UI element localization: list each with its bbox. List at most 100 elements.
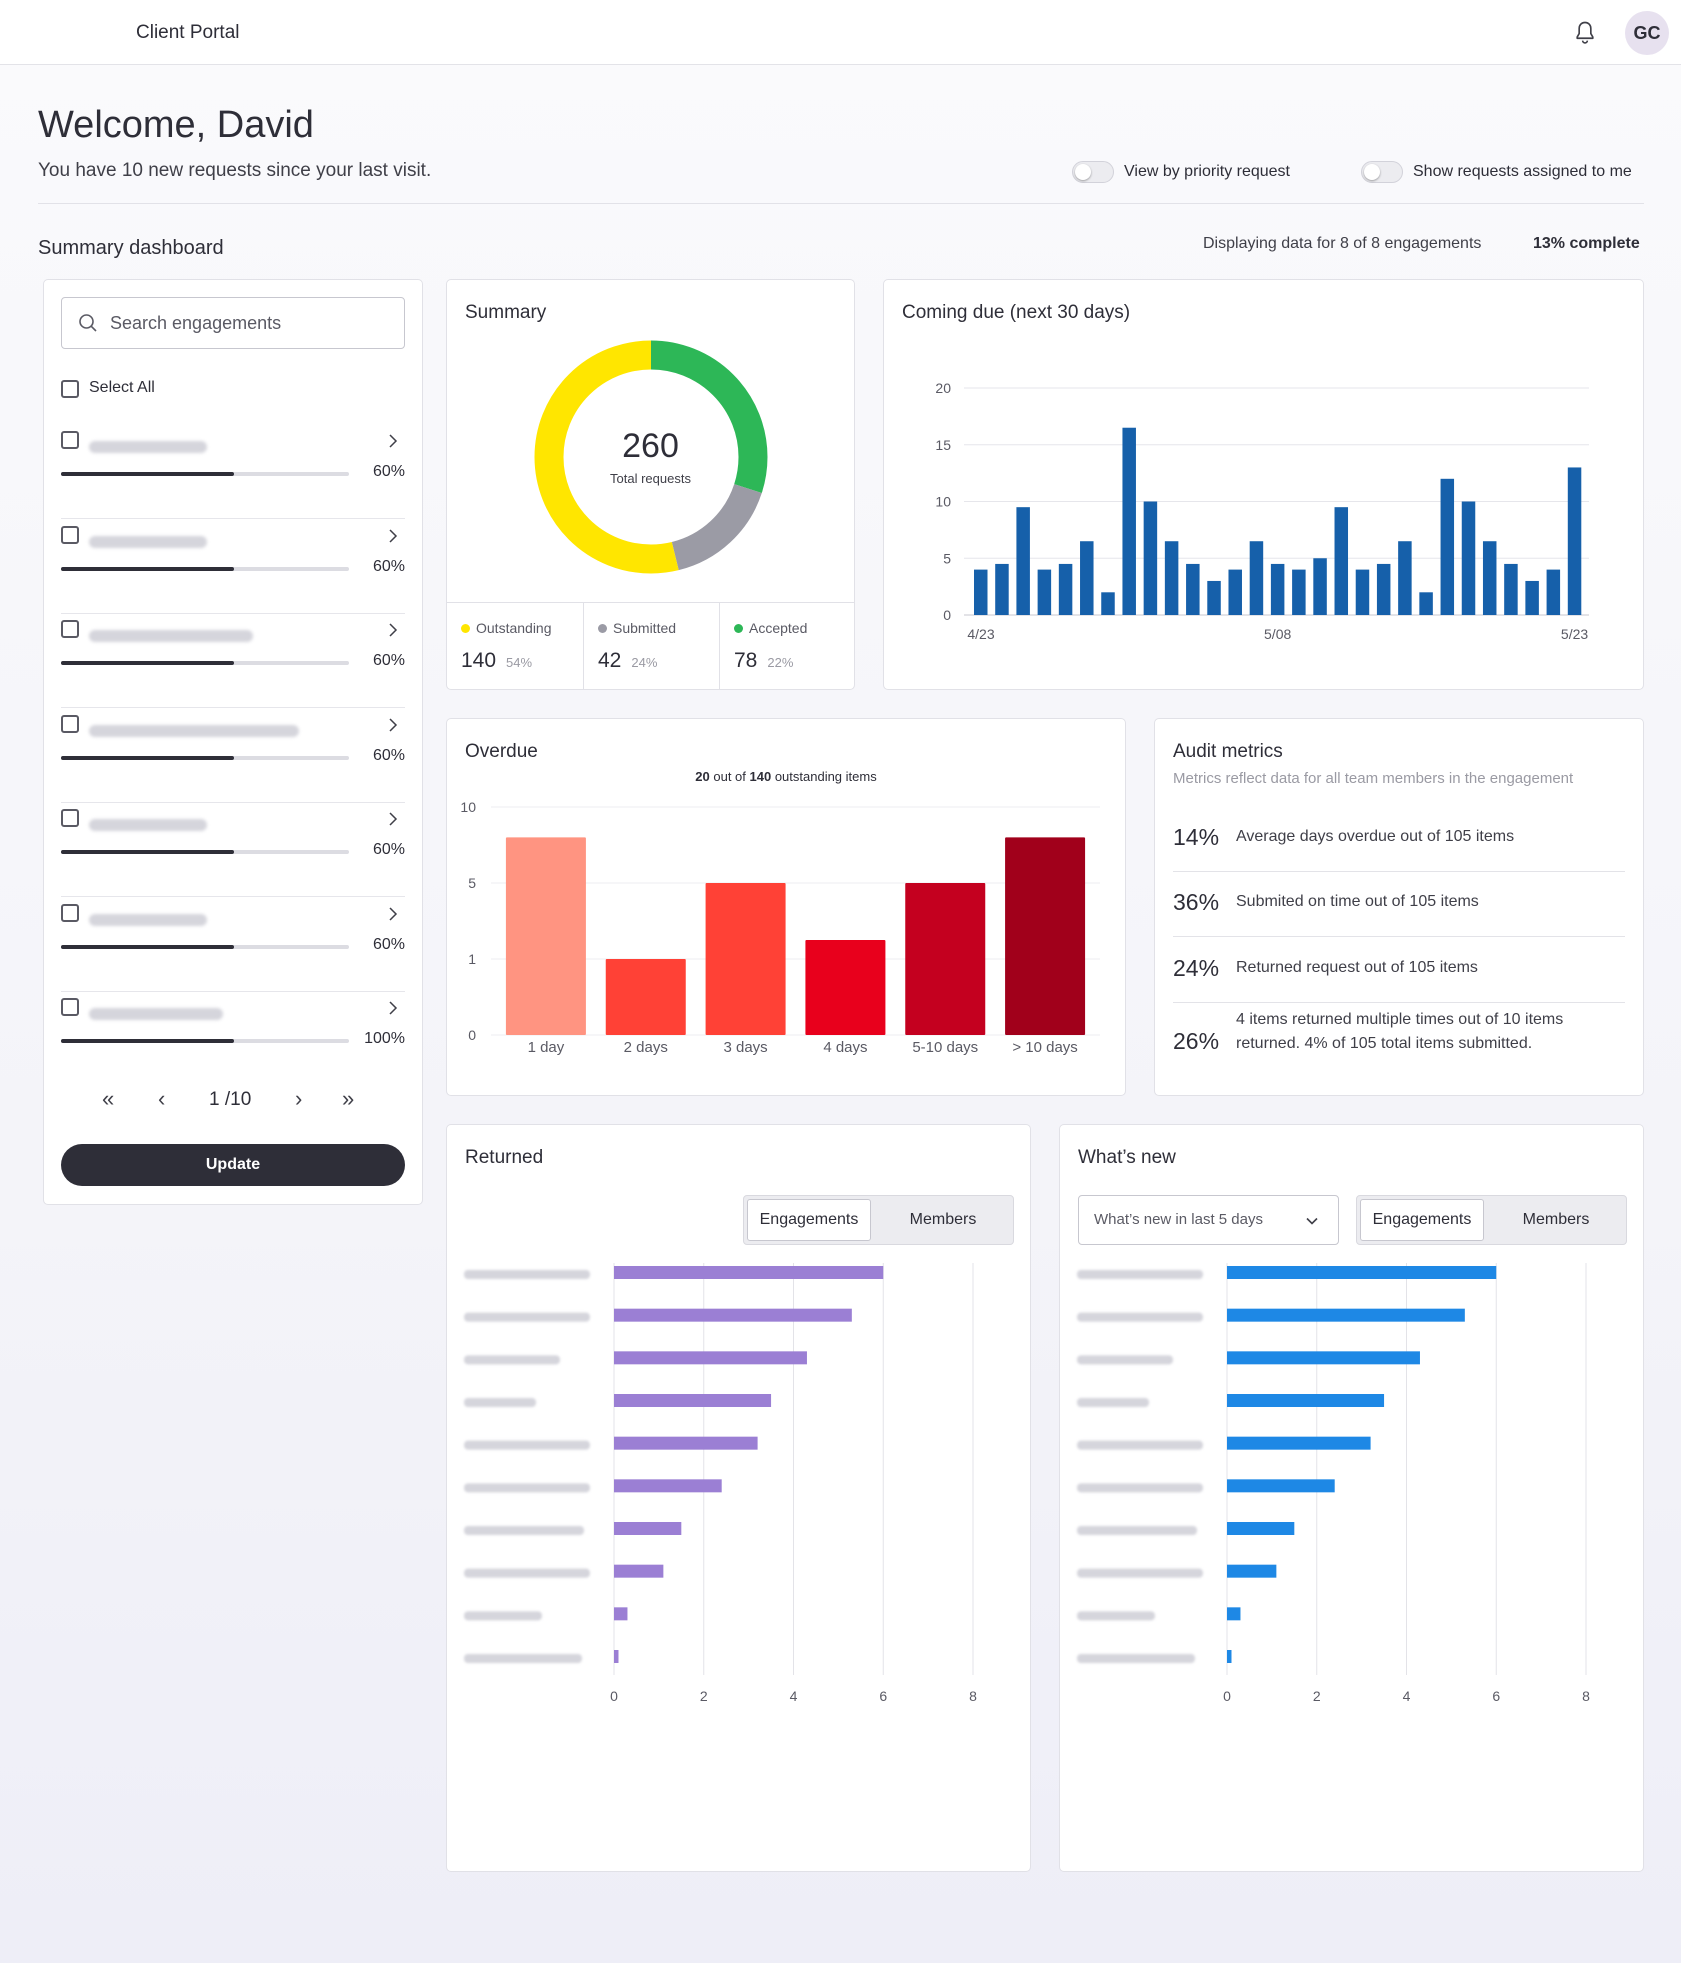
tab-members[interactable]: Members — [909, 1211, 977, 1228]
bell-icon[interactable] — [1571, 19, 1599, 47]
metric-divider — [1173, 936, 1625, 937]
metric-divider — [1173, 871, 1625, 872]
y-tick-label: 5 — [468, 875, 476, 891]
engagement-item[interactable]: 60% — [61, 425, 405, 519]
whats-new-card: What’s new What’s new in last 5 days Eng… — [1059, 1124, 1644, 1872]
update-button[interactable]: Update — [61, 1144, 405, 1186]
chevron-right-icon[interactable] — [383, 998, 403, 1018]
horizontal-bar — [614, 1650, 619, 1663]
engagement-item[interactable]: 60% — [61, 520, 405, 614]
engagement-checkbox[interactable] — [61, 903, 79, 922]
engagement-checkbox[interactable] — [61, 809, 79, 827]
engagement-sidebar — [43, 279, 423, 1205]
x-tick-label: 6 — [1492, 1688, 1500, 1704]
audit-metric-row: 14% Average days overdue out of 105 items — [1173, 812, 1625, 872]
horizontal-bar — [1227, 1308, 1465, 1322]
coming-due-bar — [1313, 558, 1327, 615]
engagement-item[interactable]: 60% — [61, 898, 405, 992]
item-divider — [61, 518, 405, 519]
coming-due-bar — [1567, 467, 1582, 615]
x-tick-label: 4 — [790, 1688, 798, 1704]
progress-percent: 60% — [372, 463, 405, 480]
donut-slice-outstanding — [534, 340, 768, 574]
stat-percent: 24% — [631, 655, 658, 670]
horizontal-bar — [1227, 1650, 1232, 1663]
stat-accepted: Accepted 78 22% — [719, 603, 856, 689]
engagement-checkbox[interactable] — [61, 431, 79, 449]
item-divider — [61, 990, 405, 992]
metric-percent: 26% — [1173, 1028, 1220, 1054]
engagement-item[interactable]: 60% — [61, 803, 405, 897]
returned-tabs: Engagements Members — [743, 1195, 1014, 1245]
progress-fill — [61, 1039, 234, 1043]
engagement-name-redacted — [89, 535, 207, 548]
summary-donut-chart — [534, 340, 768, 574]
select-all-checkbox[interactable] — [61, 380, 79, 398]
search-input[interactable]: Search engagements — [61, 297, 405, 349]
horizontal-bar — [614, 1607, 628, 1621]
pager-next-button[interactable]: › — [295, 1086, 303, 1111]
tab-engagements[interactable]: Engagements — [1360, 1199, 1484, 1241]
chevron-right-icon[interactable] — [383, 904, 403, 924]
legend-dot — [598, 624, 607, 633]
stat-percent: 22% — [767, 655, 794, 670]
whats-new-select[interactable]: What’s new in last 5 days — [1078, 1195, 1339, 1245]
display-info: Displaying data for 8 of 8 engagements — [1203, 235, 1482, 252]
progress-fill — [61, 472, 234, 476]
stat-label: Outstanding — [461, 620, 552, 636]
engagement-checkbox[interactable] — [61, 620, 79, 638]
divider — [38, 203, 1644, 204]
metric-percent: 24% — [1173, 955, 1220, 981]
pager-first-button[interactable]: « — [102, 1086, 115, 1111]
engagement-checkbox[interactable] — [61, 525, 79, 544]
pager-prev-button[interactable]: ‹ — [158, 1086, 166, 1111]
priority-toggle[interactable] — [1072, 161, 1114, 183]
coming-due-bar — [1355, 569, 1370, 615]
x-tick-label: 5-10 days — [912, 1039, 978, 1056]
whats-new-title: What’s new — [1078, 1147, 1176, 1168]
horizontal-bar — [1227, 1564, 1277, 1578]
chevron-down-icon — [1306, 1217, 1318, 1225]
stat-label-text: Accepted — [749, 620, 808, 636]
tab-engagements[interactable]: Engagements — [747, 1199, 871, 1241]
bar-label-redacted — [464, 1526, 584, 1535]
horizontal-bar — [1227, 1522, 1295, 1535]
progress-bar — [61, 755, 349, 760]
chevron-right-icon[interactable] — [383, 620, 403, 640]
chevron-right-icon[interactable] — [383, 526, 403, 546]
overdue-bar — [905, 883, 986, 1035]
app-title[interactable]: Client Portal — [136, 22, 240, 43]
horizontal-bar — [614, 1394, 772, 1407]
engagement-item[interactable]: 60% — [61, 614, 405, 708]
coming-due-bar — [1228, 569, 1242, 615]
chevron-right-icon[interactable] — [383, 715, 403, 735]
bar-label-redacted — [1077, 1526, 1197, 1535]
coming-due-bar — [1249, 541, 1264, 615]
overdue-bar — [605, 959, 686, 1035]
engagement-checkbox[interactable] — [61, 998, 79, 1016]
engagement-item[interactable]: 100% — [61, 992, 405, 1086]
chevron-right-icon[interactable] — [383, 809, 403, 829]
pager-page: 1 /10 — [209, 1089, 252, 1110]
item-divider — [61, 801, 405, 803]
engagement-name-redacted — [89, 724, 299, 737]
audit-metric-row: 26% 4 items returned multiple times out o… — [1173, 1008, 1625, 1068]
pager-last-button[interactable]: » — [342, 1086, 355, 1111]
returned-chart: 0 2 4 6 8 — [464, 1263, 977, 1704]
engagement-item[interactable]: 60% — [61, 709, 405, 803]
avatar[interactable]: GC — [1625, 11, 1669, 55]
coming-due-bar — [1525, 580, 1539, 615]
metric-percent: 36% — [1173, 889, 1220, 915]
complete-status: 13% complete — [1533, 235, 1640, 252]
progress-bar — [61, 944, 349, 949]
assigned-toggle[interactable] — [1361, 161, 1403, 183]
item-divider — [61, 612, 405, 614]
progress-bar — [61, 850, 349, 854]
tab-members[interactable]: Members — [1522, 1211, 1590, 1228]
coming-due-bar — [1546, 569, 1561, 615]
engagement-checkbox[interactable] — [61, 714, 79, 733]
progress-fill — [61, 661, 234, 665]
chevron-right-icon[interactable] — [383, 431, 403, 451]
coming-due-bar — [1419, 592, 1433, 615]
coming-due-bar — [1164, 541, 1179, 615]
